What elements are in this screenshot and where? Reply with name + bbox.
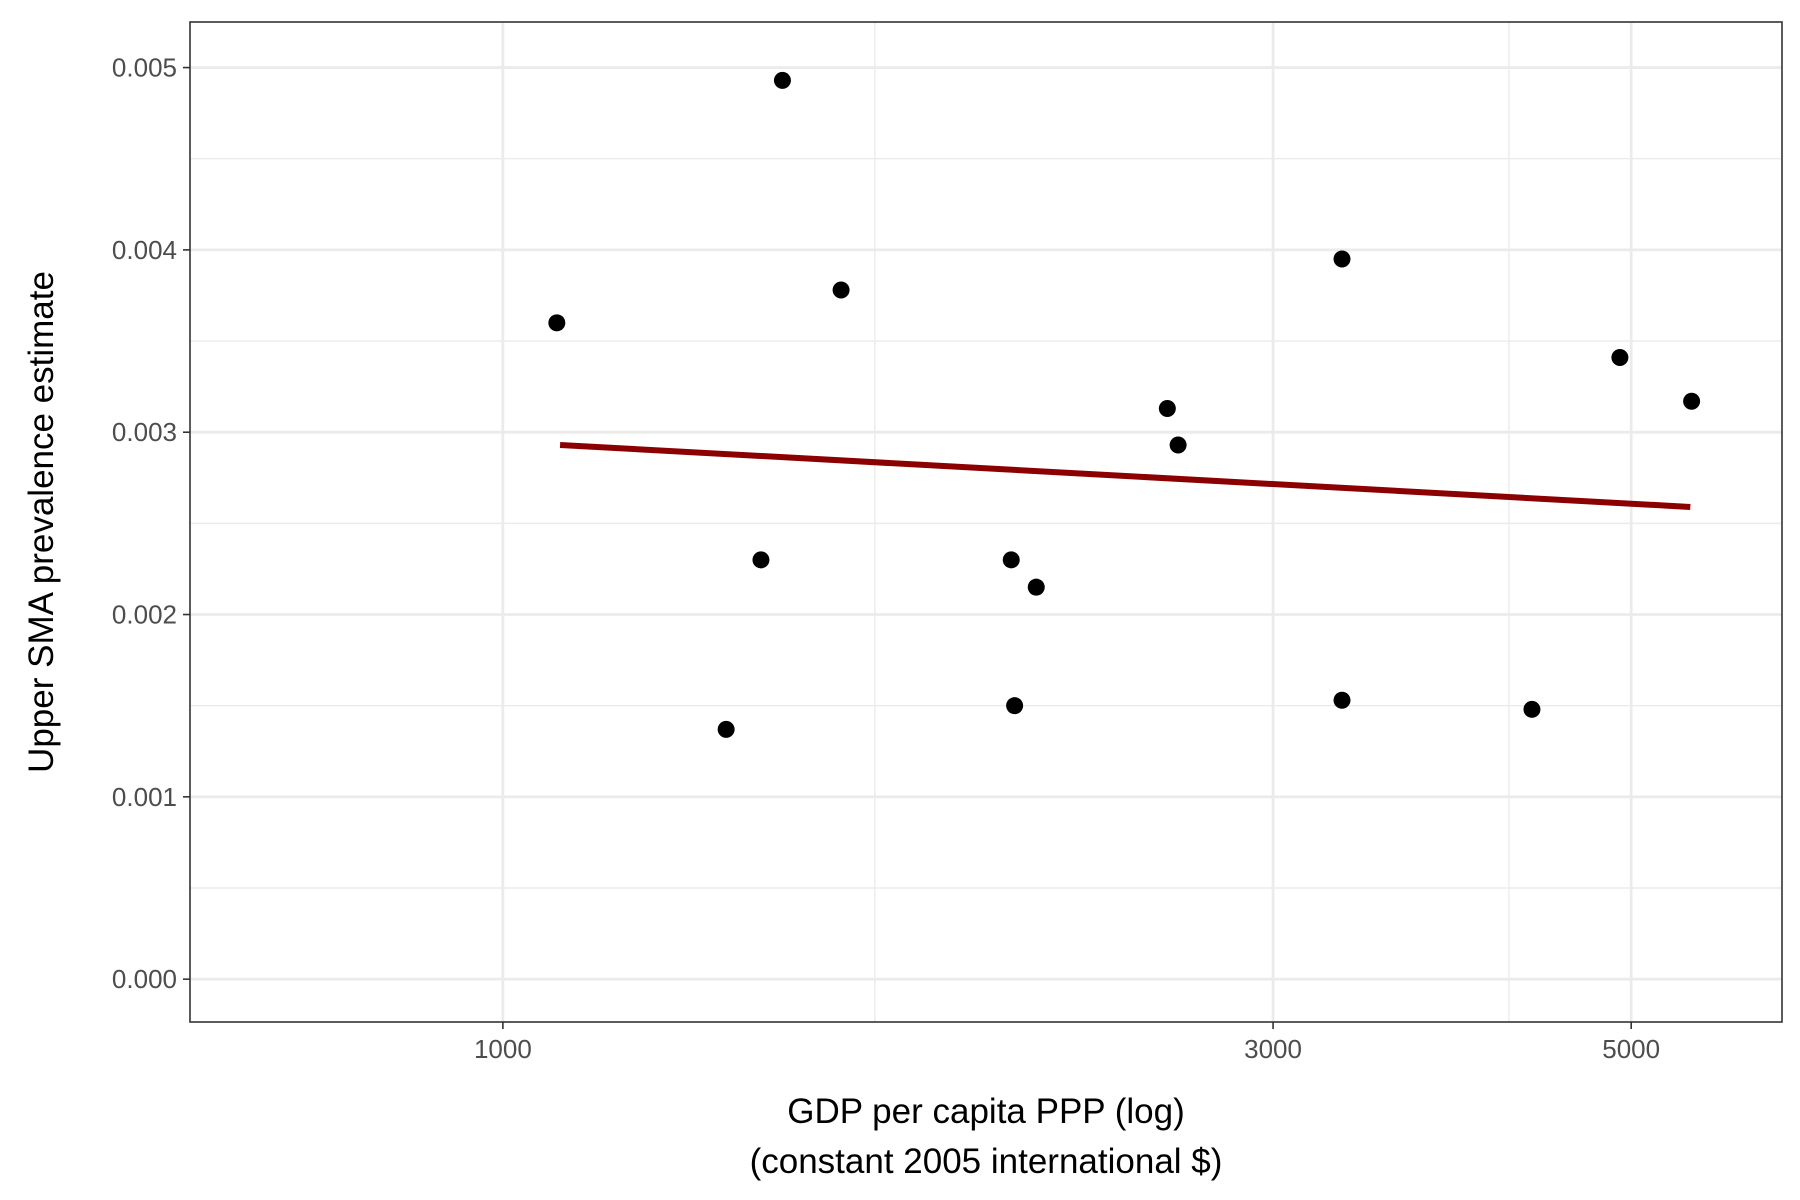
data-points <box>548 71 1701 738</box>
data-point <box>1006 697 1024 715</box>
trend-line-group <box>559 441 1691 510</box>
data-point <box>717 720 735 738</box>
x-tick-label: 3000 <box>1244 1034 1302 1064</box>
x-axis-title-line2: (constant 2005 international $) <box>750 1142 1223 1181</box>
data-point <box>773 71 791 89</box>
data-point <box>1611 348 1629 366</box>
y-tick-label: 0.002 <box>112 600 177 630</box>
data-point <box>1158 400 1176 418</box>
y-tick-label: 0.000 <box>112 964 177 994</box>
data-point <box>548 314 566 332</box>
x-tick-label: 5000 <box>1602 1034 1660 1064</box>
minor-grid <box>190 22 1782 1022</box>
major-grid <box>190 22 1782 1022</box>
y-tick-label: 0.004 <box>112 235 177 265</box>
data-point <box>832 281 850 299</box>
data-point <box>1333 250 1351 268</box>
trend-line <box>559 441 1691 510</box>
y-tick-label: 0.003 <box>112 417 177 447</box>
data-point <box>1027 578 1045 596</box>
data-point <box>1683 392 1701 410</box>
y-tick-label: 0.005 <box>112 53 177 83</box>
data-point <box>1523 700 1541 718</box>
y-tick-label: 0.001 <box>112 782 177 812</box>
data-point <box>1002 551 1020 569</box>
data-point <box>752 551 770 569</box>
x-tick-label: 1000 <box>474 1034 532 1064</box>
x-axis-ticks: 1000 3000 5000 <box>474 1022 1660 1064</box>
y-axis-ticks: 0.000 0.001 0.002 0.003 0.004 0.005 <box>112 53 190 994</box>
y-axis-title: Upper SMA prevalence estimate <box>22 271 61 773</box>
panel-border <box>189 21 1783 1023</box>
x-axis-title-line1: GDP per capita PPP (log) <box>787 1092 1185 1131</box>
data-point <box>1333 691 1351 709</box>
data-point <box>1169 436 1187 454</box>
